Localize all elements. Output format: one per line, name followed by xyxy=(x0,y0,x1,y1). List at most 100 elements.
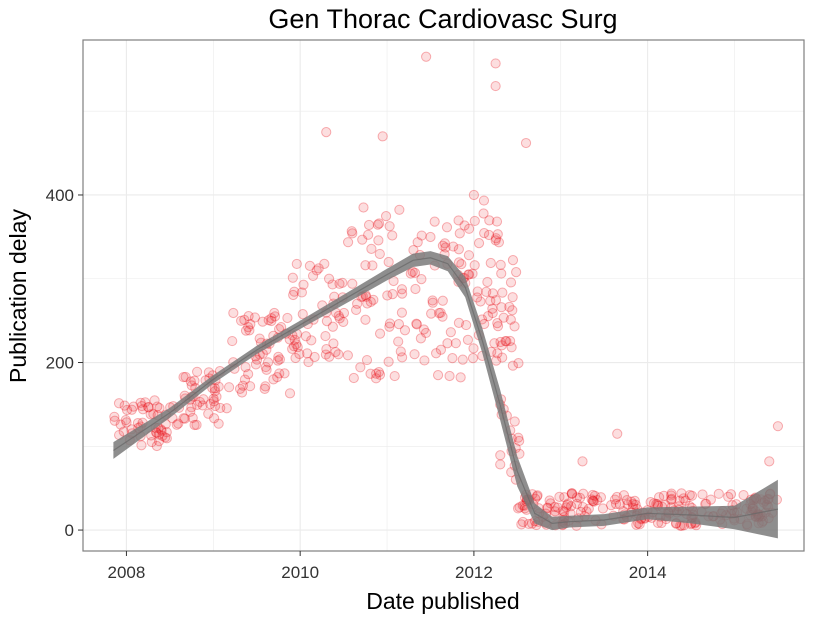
data-point xyxy=(327,321,338,332)
data-point xyxy=(244,325,255,336)
data-point xyxy=(119,400,130,411)
data-point xyxy=(437,295,448,306)
smooth-ribbon xyxy=(113,251,778,539)
data-point xyxy=(513,432,524,443)
data-point xyxy=(240,325,252,336)
data-point xyxy=(397,288,408,299)
data-point xyxy=(146,436,157,448)
data-point xyxy=(153,429,165,440)
data-point xyxy=(209,386,221,397)
data-point xyxy=(288,341,300,352)
data-point xyxy=(500,336,511,347)
data-point xyxy=(361,291,372,302)
data-point xyxy=(410,283,421,295)
data-point xyxy=(618,490,630,501)
data-point xyxy=(433,308,445,319)
data-point xyxy=(120,414,131,426)
data-point xyxy=(157,430,168,442)
data-point xyxy=(705,494,716,505)
data-point xyxy=(185,406,196,417)
data-point xyxy=(472,292,483,303)
data-point xyxy=(363,219,375,231)
data-point xyxy=(578,488,589,499)
data-point xyxy=(490,80,501,92)
data-point xyxy=(559,492,570,503)
data-point xyxy=(287,272,298,283)
x-tick-label: 2010 xyxy=(281,563,319,582)
data-point xyxy=(469,215,480,227)
data-point xyxy=(213,418,224,429)
data-point xyxy=(612,428,623,439)
data-point xyxy=(421,51,432,62)
data-point xyxy=(463,250,475,261)
data-point xyxy=(203,367,214,378)
data-point xyxy=(482,276,493,288)
data-point xyxy=(478,208,489,219)
data-point xyxy=(440,242,451,253)
data-point xyxy=(444,370,455,382)
data-point xyxy=(298,279,309,290)
data-point xyxy=(394,204,405,215)
data-point xyxy=(490,235,501,246)
data-point xyxy=(334,313,345,324)
data-point xyxy=(505,277,517,288)
data-point xyxy=(409,349,420,360)
x-tick-label: 2014 xyxy=(629,563,667,582)
data-point xyxy=(456,259,467,270)
data-point xyxy=(666,488,677,499)
data-point xyxy=(374,369,386,380)
data-point xyxy=(151,440,162,452)
data-point xyxy=(475,296,486,307)
data-point xyxy=(478,195,490,206)
data-point xyxy=(611,491,623,503)
data-point xyxy=(450,338,461,349)
data-point xyxy=(523,518,534,530)
data-point xyxy=(550,506,561,517)
data-point xyxy=(442,338,453,349)
data-point xyxy=(208,393,219,404)
data-point xyxy=(333,310,344,321)
chart-title: Gen Thorac Cardiovasc Surg xyxy=(268,4,617,34)
data-point xyxy=(490,295,502,306)
data-point xyxy=(210,400,221,412)
data-point xyxy=(342,350,353,361)
data-point xyxy=(542,502,553,513)
data-point xyxy=(495,259,506,270)
data-point xyxy=(254,333,265,344)
data-point xyxy=(236,315,247,326)
data-point xyxy=(303,356,314,368)
data-point xyxy=(307,270,319,282)
data-point xyxy=(544,495,555,506)
data-point xyxy=(561,502,572,513)
data-point xyxy=(453,257,465,268)
data-point xyxy=(772,421,784,432)
data-point xyxy=(397,352,408,363)
data-point xyxy=(393,336,404,347)
data-point xyxy=(498,312,509,323)
data-point xyxy=(296,287,307,298)
data-point xyxy=(179,413,190,424)
data-point xyxy=(387,230,398,241)
data-point xyxy=(152,401,163,412)
data-point xyxy=(161,427,172,438)
data-point xyxy=(237,380,249,391)
data-point xyxy=(399,325,411,336)
data-point xyxy=(511,267,522,278)
data-point xyxy=(592,495,603,506)
data-point xyxy=(489,338,500,349)
data-point xyxy=(351,304,362,316)
data-point xyxy=(279,368,290,379)
data-point xyxy=(610,498,622,510)
data-point xyxy=(384,221,395,232)
data-point xyxy=(363,229,374,240)
data-point xyxy=(506,342,517,353)
data-point xyxy=(507,292,518,303)
data-point xyxy=(358,202,369,213)
data-point xyxy=(738,489,749,501)
data-point xyxy=(287,343,298,354)
data-point xyxy=(180,371,191,383)
data-point xyxy=(513,358,524,369)
data-point xyxy=(389,370,400,382)
data-point xyxy=(348,372,359,384)
